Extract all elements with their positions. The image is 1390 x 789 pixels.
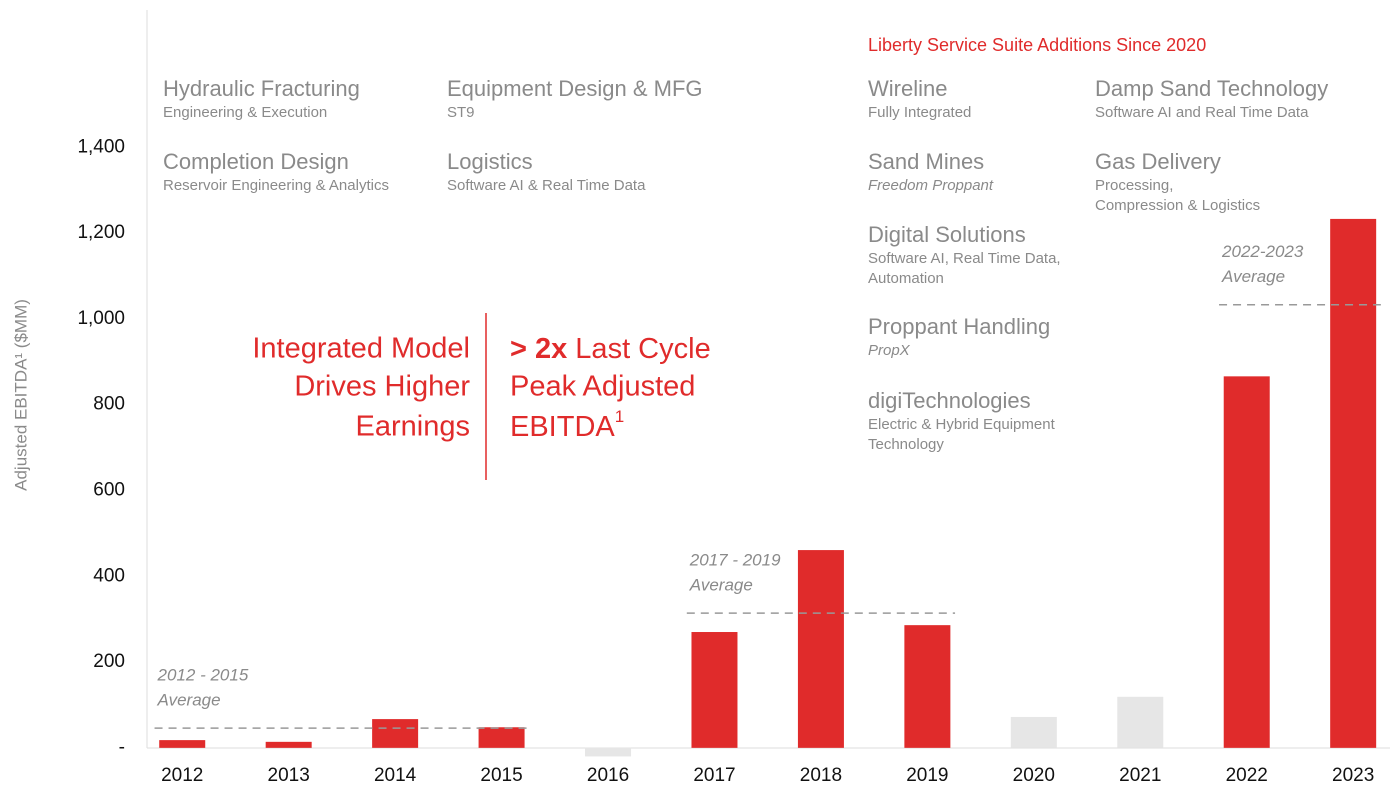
service-subtitle: Automation xyxy=(868,270,944,287)
callout-right: > 2x Last Cycle xyxy=(510,333,711,365)
callout-left: Earnings xyxy=(356,411,470,443)
y-tick-label: - xyxy=(119,737,125,758)
callout-text: EBITDA xyxy=(510,411,615,443)
callout-left: Drives Higher xyxy=(294,371,470,403)
service-subtitle: Engineering & Execution xyxy=(163,104,327,121)
bar xyxy=(1010,716,1057,748)
bar xyxy=(1223,376,1270,748)
service-subtitle: Fully Integrated xyxy=(868,104,971,121)
x-tick-label: 2014 xyxy=(374,765,417,786)
y-tick-label: 800 xyxy=(93,394,125,415)
average-label: 2017 - 2019 xyxy=(689,551,781,570)
y-tick-label: 1,000 xyxy=(77,308,125,329)
x-tick-label: 2021 xyxy=(1119,765,1161,786)
y-tick-label: 1,400 xyxy=(77,136,125,157)
bar xyxy=(585,747,632,757)
average-label: Average xyxy=(157,691,221,710)
x-tick-label: 2012 xyxy=(161,765,203,786)
service-subtitle: Compression & Logistics xyxy=(1095,197,1260,214)
callout-emphasis: > 2x xyxy=(510,333,567,365)
y-tick-label: 1,200 xyxy=(77,222,125,243)
service-subtitle: Reservoir Engineering & Analytics xyxy=(163,177,389,194)
callout-sup: 1 xyxy=(615,407,624,426)
service-subtitle: ST9 xyxy=(447,104,475,121)
service-title: Damp Sand Technology xyxy=(1095,76,1328,101)
service-subtitle: PropX xyxy=(868,342,911,359)
y-axis-label: Adjusted EBITDA¹ ($MM) xyxy=(11,299,30,491)
service-title: Digital Solutions xyxy=(868,222,1026,247)
callout-right: Peak Adjusted xyxy=(510,371,695,403)
x-tick-label: 2015 xyxy=(480,765,522,786)
x-tick-label: 2013 xyxy=(268,765,310,786)
bar xyxy=(1330,218,1377,748)
bar xyxy=(691,632,738,748)
y-tick-label: 200 xyxy=(93,651,125,672)
service-subtitle: Software AI, Real Time Data, xyxy=(868,250,1061,267)
service-subtitle: Technology xyxy=(868,436,944,453)
bar xyxy=(797,550,844,748)
x-tick-label: 2018 xyxy=(800,765,842,786)
bar xyxy=(1117,696,1164,748)
average-label: Average xyxy=(689,576,753,595)
bar xyxy=(904,625,951,748)
bar xyxy=(478,727,525,748)
callout-text: Last Cycle xyxy=(567,333,710,365)
x-tick-label: 2023 xyxy=(1332,765,1374,786)
service-title: Proppant Handling xyxy=(868,314,1050,339)
x-tick-label: 2016 xyxy=(587,765,629,786)
bar xyxy=(265,741,312,748)
service-title: Completion Design xyxy=(163,149,349,174)
y-tick-label: 600 xyxy=(93,479,125,500)
y-tick-label: 400 xyxy=(93,565,125,586)
x-tick-label: 2019 xyxy=(906,765,948,786)
x-tick-label: 2017 xyxy=(693,765,735,786)
average-label: 2012 - 2015 xyxy=(157,666,249,685)
bar xyxy=(372,719,419,748)
additions-title: Liberty Service Suite Additions Since 20… xyxy=(868,35,1206,55)
service-title: Wireline xyxy=(868,76,947,101)
x-tick-label: 2022 xyxy=(1226,765,1268,786)
service-subtitle: Freedom Proppant xyxy=(868,177,994,194)
service-subtitle: Electric & Hybrid Equipment xyxy=(868,416,1056,433)
bar xyxy=(159,740,206,748)
service-title: Hydraulic Fracturing xyxy=(163,76,360,101)
service-title: Sand Mines xyxy=(868,149,984,174)
service-title: Equipment Design & MFG xyxy=(447,76,703,101)
service-title: Logistics xyxy=(447,149,533,174)
service-title: Gas Delivery xyxy=(1095,149,1221,174)
average-label: 2022-2023 xyxy=(1221,242,1304,261)
x-tick-label: 2020 xyxy=(1013,765,1055,786)
callout-left: Integrated Model xyxy=(252,333,470,365)
service-subtitle: Processing, xyxy=(1095,177,1173,194)
service-title: digiTechnologies xyxy=(868,388,1031,413)
average-label: Average xyxy=(1221,267,1285,286)
service-subtitle: Software AI and Real Time Data xyxy=(1095,104,1309,121)
service-subtitle: Software AI & Real Time Data xyxy=(447,177,646,194)
callout-right: EBITDA1 xyxy=(510,407,624,442)
